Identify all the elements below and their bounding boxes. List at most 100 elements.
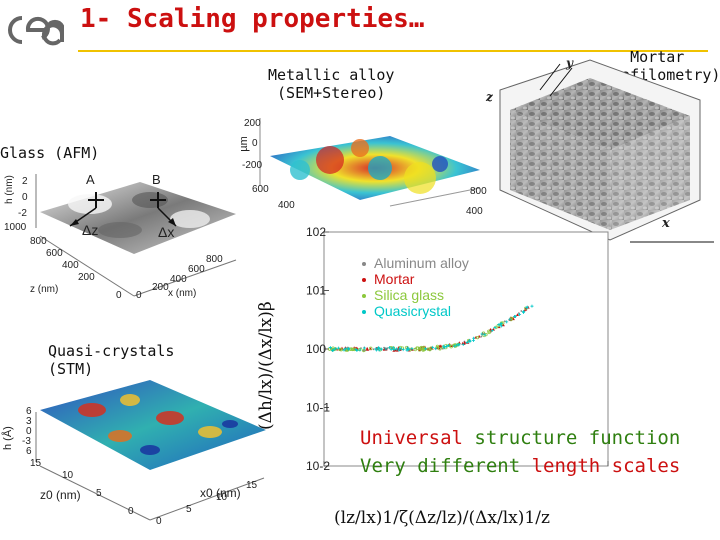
glass-z-tick: 0 <box>22 192 28 203</box>
data-point <box>461 342 465 346</box>
y-tick-label: 100 <box>306 342 326 356</box>
glass-afm-label: Glass (AFM) <box>0 144 100 162</box>
glass-left-tick: 600 <box>46 248 63 259</box>
data-point <box>421 345 426 350</box>
data-point <box>347 347 351 351</box>
caption: Universal structure function Very differ… <box>360 424 680 480</box>
legend-marker <box>362 294 366 298</box>
legend-entry: Quasicrystal <box>374 303 451 319</box>
data-point <box>518 313 522 317</box>
metallic-x-tick: 400 <box>466 206 483 217</box>
data-point <box>480 332 484 336</box>
data-point <box>395 347 399 351</box>
x-axis-label: (lz/lx)1/ζ(Δz/lz)/(Δx/lx)1/z <box>334 508 550 528</box>
cea-logo <box>4 8 70 52</box>
data-point <box>487 329 491 333</box>
quasi-z-label: z0 (nm) <box>40 488 81 502</box>
data-point <box>388 346 392 350</box>
data-point <box>391 346 395 350</box>
glass-left-tick: 1000 <box>4 222 27 233</box>
quasi-crystals-label: Quasi-crystals (STM) <box>48 342 175 378</box>
legend-entry: Mortar <box>374 271 415 287</box>
mortar-surface: y z x <box>480 50 720 250</box>
data-point <box>515 313 519 316</box>
quasi-right-tick: 15 <box>246 480 258 491</box>
data-point <box>431 345 435 349</box>
metallic-z-tick: -200 <box>242 160 263 171</box>
glass-left-tick: 800 <box>30 236 47 247</box>
data-point <box>471 339 475 343</box>
data-point <box>468 340 472 344</box>
legend-entry: Silica glass <box>374 287 444 303</box>
data-point <box>439 344 443 348</box>
data-point <box>474 335 478 339</box>
data-point <box>342 348 346 352</box>
glass-right-tick: 600 <box>188 264 205 275</box>
quasi-left-tick: 5 <box>96 488 102 499</box>
title-underline <box>78 50 708 52</box>
metallic-y-tick: 400 <box>278 200 295 211</box>
data-point <box>445 344 449 348</box>
data-point <box>369 346 373 350</box>
data-point <box>392 348 396 352</box>
glass-right-tick: 200 <box>152 282 169 293</box>
data-point <box>377 346 381 350</box>
data-point <box>501 323 505 327</box>
data-point <box>505 320 509 324</box>
data-point <box>401 348 405 352</box>
caption-very-different: Very different <box>360 455 532 477</box>
quasi-right-tick: 5 <box>186 504 192 515</box>
glass-origin-tick: 0 <box>136 290 142 301</box>
mortar-axis-x: x <box>662 216 670 231</box>
data-point <box>410 347 414 351</box>
data-point <box>513 315 517 319</box>
data-point <box>418 348 422 352</box>
data-point <box>362 346 366 350</box>
data-point <box>530 304 534 308</box>
caption-structure-function: structure function <box>462 427 681 449</box>
data-point <box>483 333 487 337</box>
data-point <box>384 347 388 351</box>
caption-line-2: Very different length scales <box>360 452 680 480</box>
data-point <box>457 343 461 347</box>
data-point <box>442 344 446 348</box>
data-point <box>405 348 409 352</box>
data-point <box>520 310 523 312</box>
metallic-alloy-label: Metallic alloy (SEM+Stereo) <box>268 66 395 102</box>
data-point <box>379 347 383 351</box>
data-point <box>374 348 378 352</box>
data-point <box>452 344 456 348</box>
quasi-left-tick: 15 <box>30 458 42 469</box>
glass-right-tick: 800 <box>206 254 223 265</box>
data-point <box>377 348 381 352</box>
metallic-alloy-surface: µm 200 0 -200 600 400 800 400 <box>230 108 492 226</box>
metallic-y-tick: 600 <box>252 184 269 195</box>
data-point <box>415 346 419 350</box>
data-point <box>354 348 358 352</box>
data-point <box>525 306 529 310</box>
data-point <box>522 310 526 314</box>
glass-z-tick: 2 <box>22 176 28 187</box>
x-tick-label: 10-2 <box>312 469 336 471</box>
data-point <box>397 348 401 352</box>
quasi-right-tick: 10 <box>216 492 228 503</box>
data-point <box>406 346 410 350</box>
glass-z-axis-label: h (nm) <box>4 175 15 204</box>
quasi-z-tick: 6 <box>26 446 32 457</box>
data-point <box>339 348 343 352</box>
glass-x-label: x (nm) <box>168 288 197 299</box>
data-point <box>383 346 385 349</box>
data-point <box>493 326 497 330</box>
quasi-z-tick: 3 <box>26 416 32 427</box>
data-point <box>358 348 362 352</box>
legend-marker <box>362 310 366 314</box>
data-point <box>418 346 422 351</box>
data-point <box>482 333 486 338</box>
quasi-z-axis-label: h (Å) <box>2 426 14 450</box>
y-tick-label: 102 <box>306 226 326 239</box>
mortar-axis-y: y <box>566 56 573 70</box>
data-point <box>525 305 529 309</box>
page-title: 1- Scaling properties… <box>80 4 425 34</box>
